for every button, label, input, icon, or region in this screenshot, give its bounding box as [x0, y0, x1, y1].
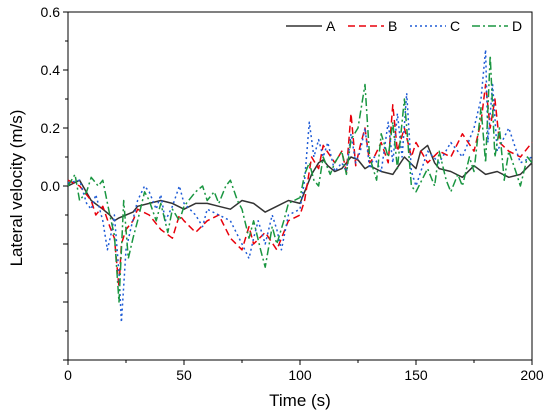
y-tick-label: 0.0	[41, 178, 61, 194]
y-tick-label: 0.6	[41, 4, 61, 20]
y-tick-label: 0.4	[41, 62, 61, 78]
plot-frame	[67, 11, 533, 361]
y-axis-title: Lateral velocity (m/s)	[7, 110, 26, 267]
legend-label-a: A	[326, 18, 336, 34]
series-layer	[67, 48, 533, 324]
legend-label-d: D	[512, 18, 522, 34]
legend: A B C D	[286, 18, 522, 34]
x-axis-title: Time (s)	[269, 391, 331, 410]
axes-layer: 0 50 100 150 200 0.6 0.4 0.2 0.0	[41, 4, 544, 383]
legend-label-c: C	[450, 18, 460, 34]
x-tick-label: 150	[404, 367, 428, 383]
y-tick-label: 0.2	[41, 120, 61, 136]
series-line-c	[67, 48, 533, 324]
legend-label-b: B	[388, 18, 397, 34]
series-line-b	[67, 83, 533, 289]
series-line-d	[67, 54, 533, 303]
x-tick-label: 50	[176, 367, 192, 383]
x-tick-label: 100	[288, 367, 312, 383]
plot-border	[67, 11, 533, 361]
x-tick-label: 200	[520, 367, 544, 383]
x-tick-label: 0	[64, 367, 72, 383]
